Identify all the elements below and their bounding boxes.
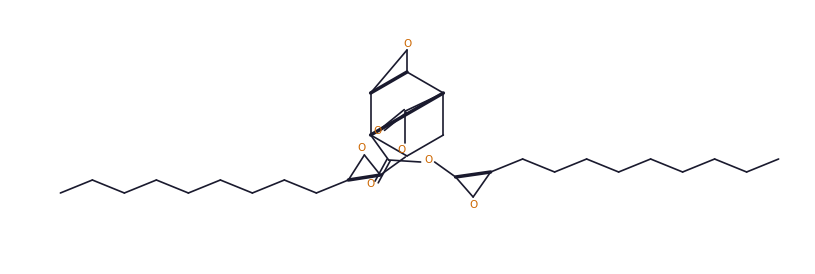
- Text: O: O: [373, 126, 381, 136]
- Text: O: O: [403, 39, 411, 50]
- Text: O: O: [425, 155, 433, 165]
- Text: O: O: [367, 179, 375, 189]
- Text: O: O: [469, 200, 478, 210]
- Text: O: O: [357, 143, 365, 153]
- Text: O: O: [397, 145, 406, 155]
